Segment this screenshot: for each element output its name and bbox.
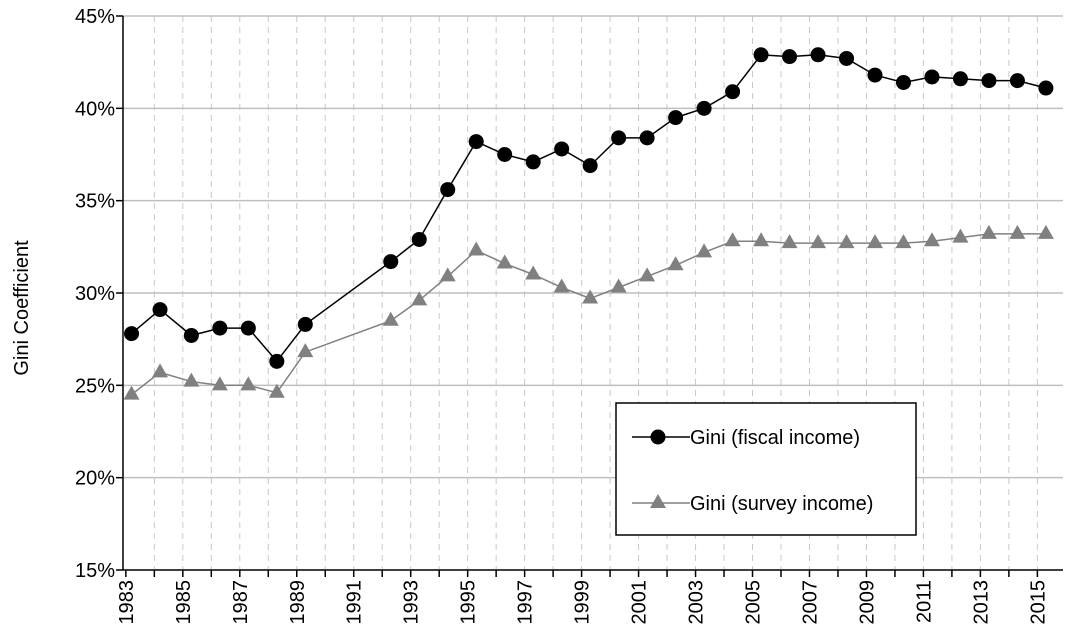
fiscal-income-point <box>810 47 826 63</box>
survey-income-point <box>724 232 741 247</box>
x-tick-label: 1989 <box>287 580 309 625</box>
x-tick-label: 1985 <box>173 580 195 625</box>
survey-income-point <box>525 265 542 280</box>
fiscal-income-point <box>497 147 513 162</box>
x-tick-label: 2015 <box>1027 580 1049 625</box>
fiscal-income-point <box>240 320 256 336</box>
survey-income-point <box>923 232 940 247</box>
fiscal-income-point <box>895 74 911 90</box>
x-tick-label: 2007 <box>799 580 821 625</box>
y-axis-title: Gini Coefficient <box>11 240 33 376</box>
fiscal-income-point <box>183 327 199 343</box>
grid-layer <box>123 15 1063 570</box>
legend: Gini (fiscal income) Gini (survey income… <box>615 402 917 536</box>
fiscal-income-point <box>525 154 541 170</box>
fiscal-income-point <box>212 320 228 336</box>
legend-survey-marker <box>650 494 666 508</box>
fiscal-income-point <box>668 110 684 126</box>
survey-income-point <box>952 228 969 243</box>
fiscal-income-point <box>867 67 883 83</box>
fiscal-income-point <box>753 47 769 63</box>
survey-income-point <box>297 343 314 358</box>
survey-income-point <box>553 278 570 293</box>
fiscal-income-point <box>1038 80 1054 96</box>
survey-income-point <box>696 243 713 258</box>
survey-income-point <box>838 234 855 249</box>
fiscal-income-point <box>124 326 140 342</box>
legend-fiscal-label: Gini (fiscal income) <box>690 427 860 449</box>
survey-income-point <box>468 241 485 256</box>
survey-income-point <box>211 376 228 391</box>
survey-income-point <box>667 256 684 271</box>
fiscal-income-point <box>611 130 627 146</box>
x-tick-label: 2011 <box>913 580 935 623</box>
survey-income-point <box>639 267 656 282</box>
fiscal-income-point <box>952 71 968 87</box>
survey-income-point <box>582 289 599 304</box>
survey-income-point <box>152 363 169 378</box>
y-tick-label: 25% <box>75 375 115 397</box>
x-tick-label: 1995 <box>458 580 480 625</box>
fiscal-income-point <box>269 353 285 369</box>
survey-income-point <box>980 224 997 239</box>
fiscal-income-point <box>554 141 570 157</box>
survey-income-point <box>183 372 200 387</box>
y-tick-label: 40% <box>75 98 115 120</box>
survey-income-point <box>781 234 798 249</box>
y-tick-label: 35% <box>75 191 115 213</box>
y-tick-label: 30% <box>75 283 115 305</box>
survey-income-point <box>268 383 285 398</box>
x-tick-label: 2003 <box>686 580 708 625</box>
axes-layer <box>116 15 1063 577</box>
survey-income-point <box>610 278 627 293</box>
fiscal-income-point <box>1009 73 1025 89</box>
fiscal-income-point <box>411 231 427 247</box>
survey-income-point <box>382 311 399 326</box>
survey-income-point <box>240 376 257 391</box>
fiscal-income-point <box>924 69 940 85</box>
x-tick-label: 2001 <box>629 580 651 625</box>
fiscal-income-point <box>383 254 399 270</box>
survey-income-point <box>895 234 912 249</box>
series-layer <box>123 47 1054 400</box>
fiscal-income-point <box>639 130 655 146</box>
y-tick-label: 45% <box>75 6 115 28</box>
survey-income-point <box>1037 224 1054 239</box>
x-tick-label: 1997 <box>515 580 537 625</box>
fiscal-income-point <box>582 158 598 174</box>
fiscal-income-point <box>696 100 712 116</box>
fiscal-income-point <box>981 73 997 89</box>
x-tick-label: 1999 <box>572 580 594 625</box>
x-tick-label: 1991 <box>344 580 366 625</box>
x-tick-label: 2005 <box>743 580 765 625</box>
x-tick-label: 2009 <box>856 580 878 625</box>
x-tick-label: 1987 <box>230 580 252 625</box>
fiscal-income-point <box>782 49 798 65</box>
legend-box <box>615 402 917 536</box>
survey-income-point <box>810 234 827 249</box>
x-tick-label: 1983 <box>116 580 138 625</box>
fiscal-income-point <box>839 50 855 66</box>
survey-income-point <box>867 234 883 249</box>
fiscal-income-point <box>725 84 741 100</box>
survey-income-point <box>123 385 140 400</box>
tick-labels: 15% 20% 25% 30% 35% 40% 45% 1983 1985 1987 1989 199… <box>75 6 1049 625</box>
survey-income-point <box>753 232 770 247</box>
legend-survey-label: Gini (survey income) <box>690 493 873 515</box>
x-tick-label: 2013 <box>970 580 992 625</box>
fiscal-income-point <box>468 134 484 150</box>
fiscal-income-point <box>440 182 456 198</box>
survey-income-point <box>439 267 456 282</box>
y-tick-label: 20% <box>75 468 115 490</box>
survey-income-point <box>411 291 428 306</box>
survey-income-point <box>496 254 513 269</box>
legend-fiscal-marker <box>650 429 666 445</box>
fiscal-income-point <box>152 302 168 318</box>
y-tick-label: 15% <box>75 560 115 582</box>
fiscal-income-point <box>297 316 313 332</box>
survey-income-point <box>1009 224 1026 239</box>
x-tick-label: 1993 <box>401 580 423 625</box>
